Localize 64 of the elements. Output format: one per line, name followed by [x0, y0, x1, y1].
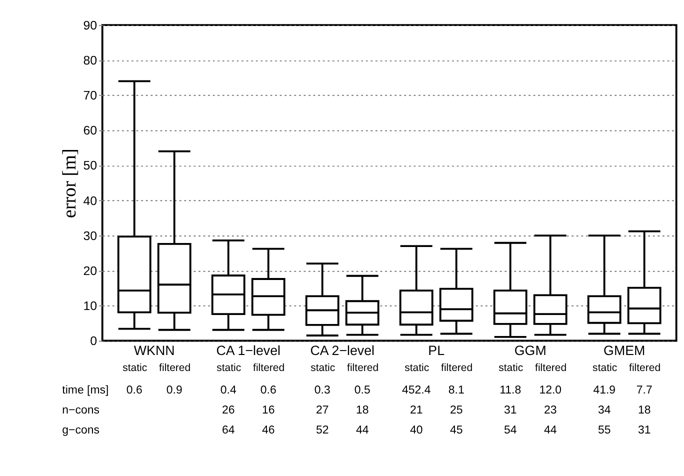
x-tick-label: static	[592, 362, 618, 374]
text: 44	[544, 424, 558, 437]
text: 31	[638, 424, 651, 437]
text: time [ms]	[62, 384, 109, 396]
text: 40	[410, 424, 423, 437]
text: 41.9	[593, 384, 616, 396]
x-tick-label: static	[498, 362, 524, 374]
y-tick-label: 70	[83, 88, 98, 103]
text: 45	[450, 424, 463, 437]
text: 54	[504, 424, 518, 437]
text: 55	[598, 424, 611, 437]
text: 0.6	[260, 384, 276, 396]
text: 23	[544, 404, 557, 416]
text: 0.5	[354, 384, 370, 396]
y-tick-label: 30	[83, 228, 98, 243]
x-tick-label: filtered	[441, 362, 473, 374]
text: 44	[356, 424, 370, 437]
y-axis-title: error [m]	[60, 148, 81, 218]
text: 21	[410, 404, 423, 416]
x-tick-label: static	[216, 362, 242, 374]
y-tick-label: 80	[83, 53, 98, 68]
text: CA 1−level	[216, 343, 281, 358]
text: WKNN	[134, 343, 175, 358]
text: 452.4	[402, 384, 432, 396]
x-tick-label: filtered	[629, 362, 661, 374]
text: g−cons	[62, 424, 100, 437]
text: 64	[222, 424, 236, 437]
y-tick-label: 0	[90, 334, 98, 348]
text: 0.3	[314, 384, 330, 396]
x-tick-label: filtered	[253, 362, 285, 374]
text: 18	[356, 404, 369, 416]
text: 46	[262, 424, 275, 437]
text: n−cons	[62, 404, 100, 416]
text: 26	[222, 404, 235, 416]
x-tick-label: filtered	[159, 362, 191, 374]
text: 52	[316, 424, 329, 437]
text: 0.4	[220, 384, 237, 396]
text: 27	[316, 404, 329, 416]
text: 11.8	[500, 384, 522, 396]
text: 7.7	[636, 384, 652, 396]
text: 25	[450, 404, 463, 416]
y-tick-label: 60	[83, 124, 98, 138]
text: 12.0	[539, 384, 562, 396]
text: PL	[428, 343, 445, 358]
text: GGM	[514, 343, 546, 358]
y-tick-label: 40	[83, 194, 98, 208]
x-tick-label: filtered	[535, 362, 567, 374]
text: 18	[638, 404, 651, 416]
text: 8.1	[448, 384, 464, 396]
text: 31	[504, 404, 517, 416]
text: CA 2−level	[310, 343, 375, 358]
y-tick-label: 20	[83, 264, 98, 278]
text: GMEM	[604, 343, 646, 358]
y-tick-label: 10	[83, 298, 98, 313]
y-tick-label: 90	[83, 18, 98, 32]
x-tick-label: filtered	[347, 362, 379, 374]
x-tick-label: static	[122, 362, 148, 374]
x-tick-label: static	[310, 362, 336, 374]
text: 0.6	[126, 384, 142, 396]
text: 34	[598, 404, 612, 416]
x-tick-label: static	[404, 362, 430, 374]
y-tick-label: 50	[83, 158, 98, 173]
text: 0.9	[166, 384, 182, 396]
text: 16	[262, 404, 275, 416]
